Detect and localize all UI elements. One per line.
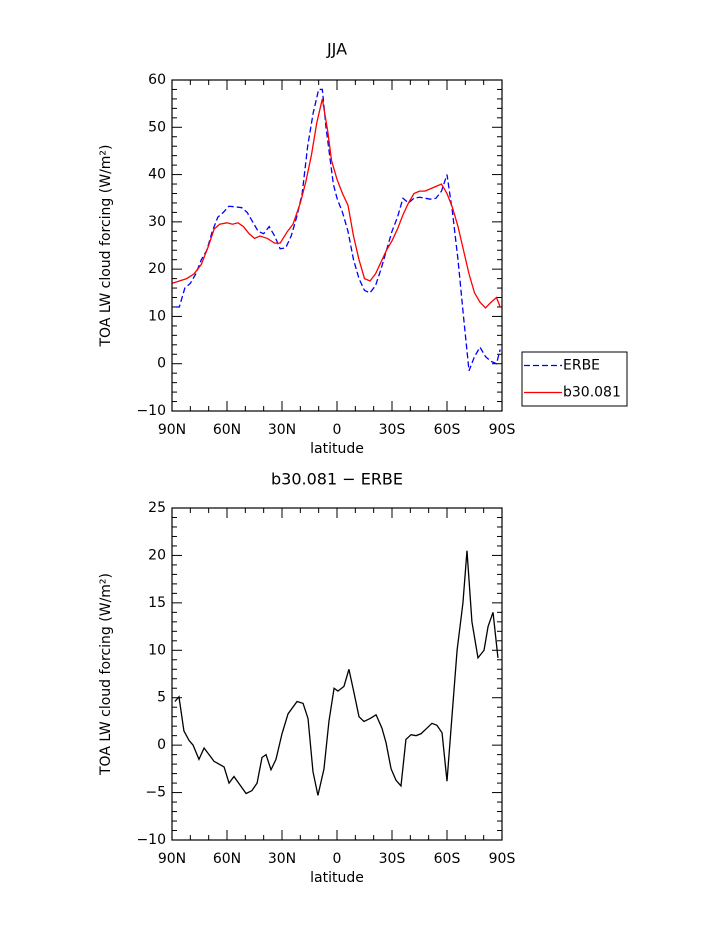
x-tick-label: 30S bbox=[379, 422, 406, 438]
y-tick-label: 5 bbox=[157, 690, 166, 706]
x-tick-label: 0 bbox=[333, 422, 342, 438]
x-tick-label: 90N bbox=[158, 422, 186, 438]
y-tick-label: 40 bbox=[148, 167, 166, 183]
y-axis-label: TOA LW cloud forcing (W/m²) bbox=[98, 573, 114, 776]
y-axis-label: TOA LW cloud forcing (W/m²) bbox=[98, 145, 114, 348]
y-tick-label: −5 bbox=[145, 785, 166, 801]
x-tick-label: 30S bbox=[379, 851, 406, 867]
x-tick-label: 90S bbox=[489, 422, 516, 438]
y-tick-label: 25 bbox=[148, 500, 166, 516]
y-tick-label: 20 bbox=[148, 547, 166, 563]
y-tick-label: 15 bbox=[148, 595, 166, 611]
x-tick-label: 30N bbox=[268, 851, 296, 867]
x-tick-label: 60S bbox=[434, 851, 461, 867]
y-tick-label: −10 bbox=[136, 403, 166, 419]
y-tick-label: −10 bbox=[136, 832, 166, 848]
x-tick-label: 0 bbox=[333, 851, 342, 867]
y-tick-label: 50 bbox=[148, 119, 166, 135]
x-axis-label: latitude bbox=[310, 870, 364, 886]
y-tick-label: 60 bbox=[148, 72, 166, 88]
legend-label: b30.081 bbox=[563, 385, 621, 401]
y-tick-label: 10 bbox=[148, 642, 166, 658]
chart-title: b30.081 − ERBE bbox=[271, 470, 403, 489]
legend-label: ERBE bbox=[563, 358, 600, 374]
data-line bbox=[174, 550, 499, 796]
plot-frame bbox=[171, 79, 503, 412]
x-tick-label: 60N bbox=[213, 422, 241, 438]
x-tick-label: 60S bbox=[434, 422, 461, 438]
y-tick-label: 20 bbox=[148, 261, 166, 277]
x-tick-label: 90N bbox=[158, 851, 186, 867]
plot-frame bbox=[171, 507, 503, 841]
y-tick-label: 10 bbox=[148, 308, 166, 324]
y-tick-label: 0 bbox=[157, 737, 166, 753]
data-line bbox=[171, 98, 501, 309]
legend-box bbox=[521, 351, 628, 407]
chart-title: JJA bbox=[326, 40, 347, 59]
x-axis-label: latitude bbox=[310, 441, 364, 457]
y-tick-label: 0 bbox=[157, 356, 166, 372]
y-tick-label: 30 bbox=[148, 214, 166, 230]
x-tick-label: 90S bbox=[489, 851, 516, 867]
x-tick-label: 30N bbox=[268, 422, 296, 438]
x-tick-label: 60N bbox=[213, 851, 241, 867]
data-line bbox=[175, 88, 501, 372]
